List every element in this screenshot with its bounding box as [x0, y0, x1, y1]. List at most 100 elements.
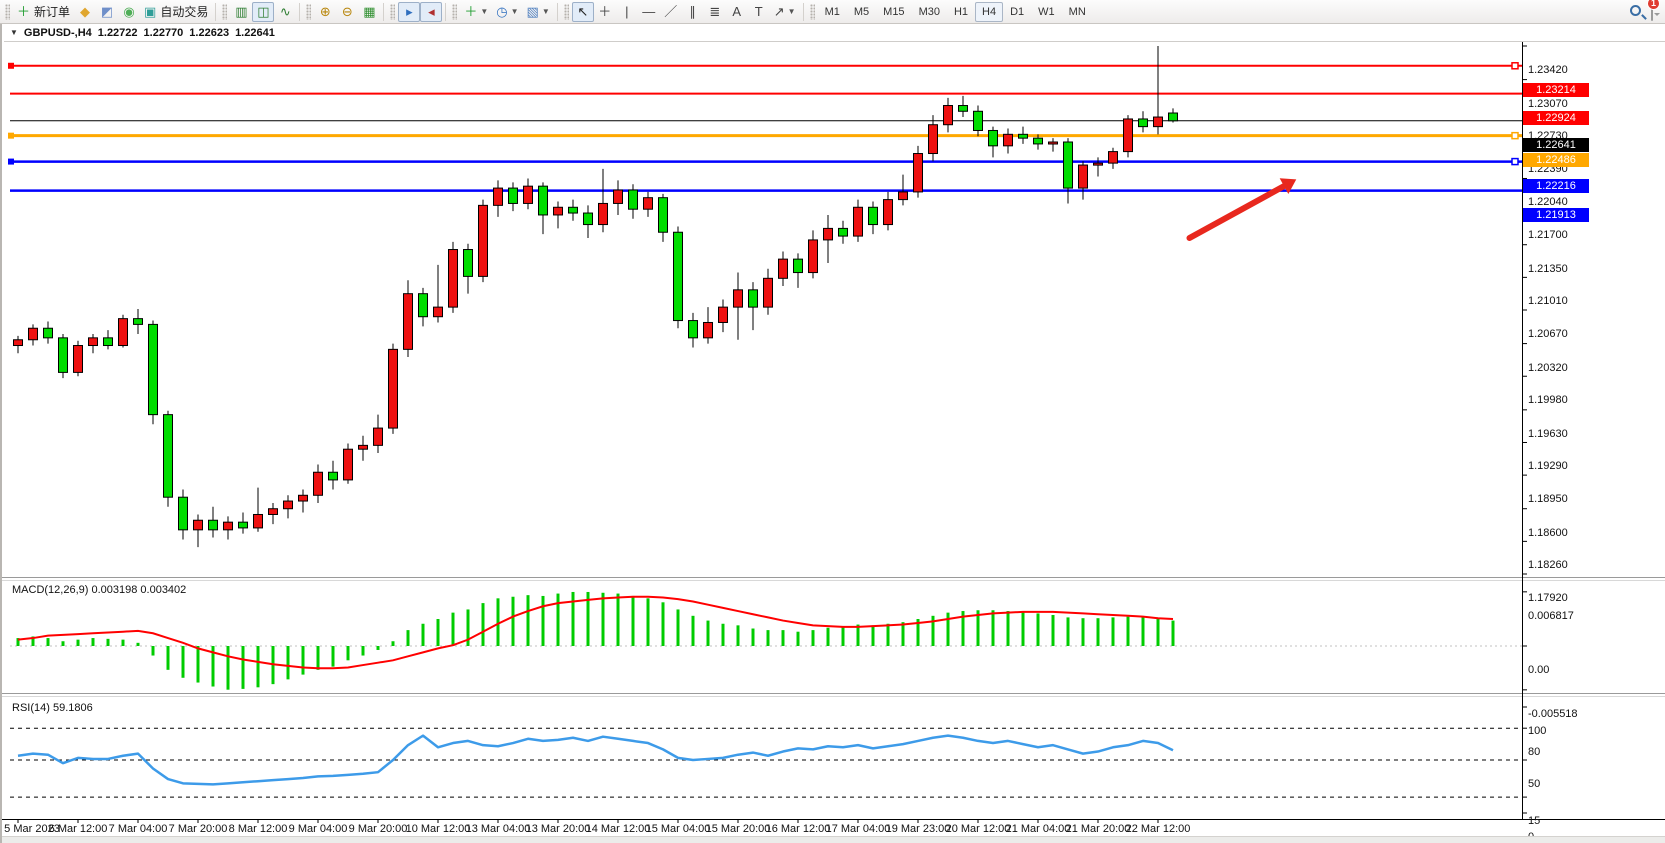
time-axis-label: 20 Mar 12:00	[945, 823, 1011, 835]
fibonacci-button[interactable]: ≣	[704, 2, 726, 22]
candlestick-button[interactable]: ◫	[252, 1, 275, 22]
candle-body	[493, 187, 503, 206]
candle-body	[1078, 164, 1088, 189]
time-axis[interactable]: 5 Mar 2023 6 Mar 12:00 7 Mar 04:00 7 Mar 20…	[2, 819, 1665, 836]
trendline-button[interactable]: ／	[660, 2, 682, 22]
time-axis-label: 14 Mar 12:00	[585, 823, 651, 835]
candle-body	[1018, 133, 1028, 139]
toolbar-grip[interactable]	[5, 3, 10, 20]
cursor-button[interactable]: ↖	[571, 1, 594, 22]
candle-body	[673, 231, 683, 322]
candle-body	[373, 427, 383, 446]
candle-body	[298, 494, 308, 502]
candle-body	[448, 249, 458, 308]
arrow-tools-icon: ↗	[773, 4, 785, 19]
timeframe-m15[interactable]: M15	[883, 5, 905, 18]
bars-icon: ▥	[235, 4, 248, 19]
candle-body	[748, 289, 758, 308]
chart-canvas[interactable]	[2, 24, 1665, 843]
channel-icon: ∥	[689, 4, 697, 19]
auto-scroll-button[interactable]: ▸	[398, 1, 421, 22]
zoom-out-button[interactable]: ⊖	[336, 2, 358, 22]
time-axis-label: 15 Mar 04:00	[645, 823, 711, 835]
candle-body	[868, 206, 878, 226]
timeframe-mn[interactable]: MN	[1068, 5, 1086, 18]
toolbar-grip[interactable]	[809, 3, 815, 20]
text-label-button[interactable]: T	[748, 2, 770, 22]
hline-handle	[8, 62, 14, 69]
collapse-ohlc-icon[interactable]: ▼	[10, 28, 18, 37]
signals-button[interactable]: ◉	[118, 2, 140, 22]
search-button[interactable]	[1630, 3, 1641, 21]
toolbar-grip[interactable]	[390, 3, 396, 20]
price-tick-label: 1.21700	[1528, 229, 1568, 242]
toolbar-grip[interactable]	[306, 3, 312, 20]
periods-button[interactable]: ◷ ▼	[492, 2, 522, 22]
toolbar-separator	[215, 2, 217, 21]
open-account-button[interactable]: ◆	[74, 2, 96, 22]
toolbar-grip[interactable]	[452, 3, 458, 20]
candle-body	[418, 293, 428, 318]
price-tick-label: 1.23420	[1528, 64, 1568, 76]
indicators-button[interactable]: ＋ ▼	[460, 2, 492, 22]
vline-button[interactable]: |	[616, 2, 638, 22]
autotrading-button-label: 自动交易	[160, 5, 209, 19]
candle-body	[1003, 133, 1013, 147]
price-tick-label: 1.21010	[1528, 295, 1568, 308]
profile-button[interactable]: ◩	[96, 2, 118, 22]
new-order-icon: ＋	[17, 4, 31, 19]
bar-chart-button[interactable]: ▥	[230, 2, 252, 22]
arrows-button[interactable]: ↗ ▼	[770, 2, 800, 22]
macd-label: MACD(12,26,9) 0.003198 0.003402	[12, 584, 187, 596]
timeframe-m30[interactable]: M30	[918, 5, 940, 18]
price-tick-label: 1.21350	[1528, 262, 1568, 275]
candle-body	[1138, 118, 1148, 128]
timeframe-w1[interactable]: W1	[1038, 5, 1055, 18]
chart-shift-button[interactable]: ◂	[420, 1, 443, 22]
candle-body	[763, 277, 773, 308]
text-button[interactable]: A	[726, 2, 748, 22]
timeframe-m1[interactable]: M1	[824, 5, 840, 18]
template-icon: ▧	[526, 4, 539, 19]
candle-body	[508, 187, 518, 204]
auto-scroll-icon: ▸	[406, 4, 413, 19]
tile-windows-button[interactable]: ▦	[358, 2, 380, 22]
line-chart-button[interactable]: ∿	[274, 2, 296, 22]
profile-icon: ◩	[100, 4, 114, 19]
crosshair-button[interactable]: ＋	[594, 2, 616, 22]
timeframe-h1[interactable]: H1	[953, 5, 969, 18]
toolbar-grip[interactable]	[563, 3, 569, 20]
zoom-in-button[interactable]: ⊕	[314, 2, 336, 22]
toolbar-separator	[556, 2, 558, 21]
fibonacci-icon: ≣	[709, 4, 721, 19]
price-tick-label: 1.18260	[1528, 559, 1568, 572]
rsi-scale-label: 50	[1528, 778, 1541, 790]
toolbar-grip[interactable]	[222, 3, 228, 20]
timeframe-h4[interactable]: H4	[975, 1, 1004, 22]
candle-body	[148, 323, 158, 416]
candle-body	[388, 348, 398, 429]
notifications-button[interactable]: 1	[1646, 0, 1660, 21]
autotrading-button[interactable]: ▣ 自动交易	[140, 2, 212, 22]
clock-icon: ◷	[496, 4, 508, 19]
crosshair-icon: ＋	[598, 4, 612, 19]
ohlc-high: 1.22770	[143, 26, 184, 39]
templates-button[interactable]: ▧ ▼	[523, 2, 554, 22]
timeframe-m5[interactable]: M5	[853, 5, 870, 18]
new-order-button[interactable]: ＋新订单	[13, 2, 74, 22]
price-tick-label: 1.23070	[1528, 97, 1568, 110]
time-axis-label: 5 Mar 2023	[4, 823, 60, 835]
channel-button[interactable]: ∥	[682, 2, 704, 22]
candle-body	[133, 318, 143, 325]
hline-button[interactable]: —	[638, 2, 660, 22]
rsi-label: RSI(14) 59.1806	[12, 702, 93, 714]
macd-scale-label: 0.006817	[1528, 609, 1574, 622]
hline-handle	[1511, 131, 1519, 140]
timeframe-d1[interactable]: D1	[1010, 5, 1025, 18]
cursor-icon: ↖	[577, 4, 589, 19]
price-line-badge: 1.21913	[1523, 207, 1589, 222]
candle-body	[553, 206, 563, 216]
new-order-button-label: 新订单	[34, 5, 71, 19]
hat-icon: ◆	[80, 4, 91, 19]
